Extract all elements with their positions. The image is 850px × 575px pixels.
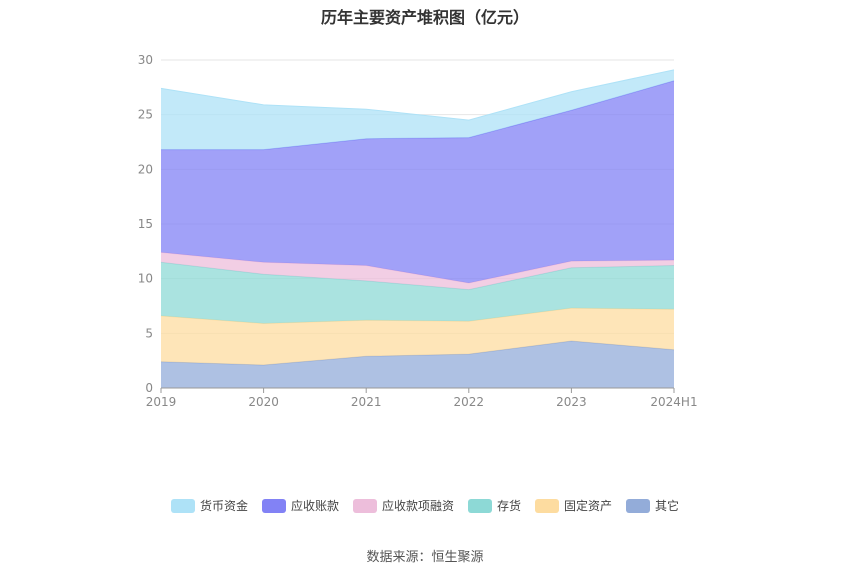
legend-item[interactable]: 货币资金 bbox=[170, 497, 248, 514]
legend-item[interactable]: 固定资产 bbox=[535, 497, 612, 514]
legend-item[interactable]: 应收账款 bbox=[261, 497, 339, 514]
x-tick-label: 2022 bbox=[454, 395, 485, 409]
legend-label: 应收款项融资 bbox=[381, 499, 454, 513]
y-tick-label: 15 bbox=[138, 217, 153, 231]
area-应收款项融资 bbox=[161, 252, 674, 290]
x-tick-label: 2024H1 bbox=[650, 395, 697, 409]
y-tick-label: 10 bbox=[138, 272, 153, 286]
legend-item[interactable]: 应收款项融资 bbox=[352, 497, 454, 514]
y-tick-label: 30 bbox=[138, 53, 153, 67]
x-tick-label: 2019 bbox=[146, 395, 177, 409]
x-tick-label: 2021 bbox=[351, 395, 382, 409]
area-edge-其它 bbox=[160, 340, 675, 366]
chart-legend: 货币资金 应收账款 应收款项融资 存货 固定资产 其它 bbox=[0, 497, 850, 514]
legend-label: 应收账款 bbox=[290, 499, 339, 513]
y-tick-label: 25 bbox=[138, 108, 153, 122]
legend-swatch bbox=[626, 498, 651, 513]
x-tick-label: 2020 bbox=[248, 395, 279, 409]
legend-swatch bbox=[170, 498, 195, 513]
legend-swatch bbox=[468, 498, 492, 513]
data-source: 数据来源：恒生聚源 bbox=[366, 550, 484, 565]
y-tick-label: 0 bbox=[145, 381, 153, 395]
legend-label: 货币资金 bbox=[199, 499, 248, 513]
legend-swatch bbox=[352, 498, 377, 513]
area-edge-货币资金 bbox=[160, 69, 675, 121]
area-存货 bbox=[161, 262, 674, 324]
area-其它 bbox=[161, 340, 674, 388]
legend-item[interactable]: 其它 bbox=[626, 497, 679, 514]
legend-label: 固定资产 bbox=[564, 499, 613, 513]
chart-title: 历年主要资产堆积图（亿元） bbox=[320, 8, 529, 27]
legend-label: 存货 bbox=[497, 499, 522, 513]
y-tick-label: 5 bbox=[145, 326, 153, 340]
legend-item[interactable]: 存货 bbox=[468, 497, 521, 514]
legend-swatch bbox=[261, 498, 286, 513]
x-tick-label: 2023 bbox=[556, 395, 587, 409]
area-应收账款 bbox=[161, 80, 674, 284]
y-tick-label: 20 bbox=[138, 162, 153, 176]
legend-swatch bbox=[535, 498, 560, 513]
legend-label: 其它 bbox=[655, 499, 680, 513]
area-货币资金 bbox=[161, 69, 674, 150]
area-固定资产 bbox=[161, 308, 674, 366]
